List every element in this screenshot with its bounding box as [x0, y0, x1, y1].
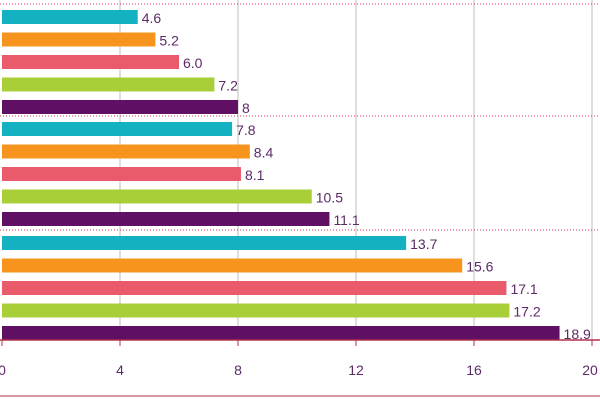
bar-value-labels: 4.6 5.26.0 7.28 7.8 8.4 8.1 10.5 11.1 13.7 15.6 17… — [142, 10, 591, 342]
x-tick-label-16: 16 — [466, 362, 482, 378]
group-separators — [0, 3, 600, 231]
value-label-g1-4: 7.2 — [218, 78, 238, 94]
value-label-g3-2: 15.6 — [466, 259, 493, 275]
bar-g2-3 — [2, 167, 241, 181]
bar-g1-4 — [2, 77, 215, 92]
bar-g2-4 — [2, 189, 312, 204]
value-label-g3-5: 18.9 — [564, 326, 591, 342]
bar-g3-1 — [2, 236, 407, 250]
value-label-g2-3: 8.1 — [245, 167, 265, 183]
value-label-g1-2: 5.2 — [159, 33, 179, 49]
bar-g2-5 — [2, 212, 330, 226]
value-label-g1-1: 4.6 — [142, 10, 162, 26]
bar-g1-2 — [2, 32, 156, 47]
bars — [2, 10, 560, 340]
bar-g1-1 — [2, 10, 138, 24]
value-label-g3-4: 17.2 — [513, 304, 540, 320]
bar-g1-3 — [2, 55, 179, 69]
value-label-g2-1: 7.8 — [236, 122, 256, 138]
x-tick-label-12: 12 — [348, 362, 364, 378]
x-tick-label-0: 0 — [0, 362, 6, 378]
bar-g3-2 — [2, 258, 463, 273]
value-label-g2-4: 10.5 — [316, 190, 343, 206]
value-label-g1-5: 8 — [242, 100, 250, 116]
x-tick-label-20: 20 — [582, 362, 598, 378]
bar-g3-5 — [2, 326, 560, 340]
x-tick-label-8: 8 — [234, 362, 242, 378]
x-axis: 0 4 8 12 16 20 — [0, 339, 600, 397]
value-label-g2-5: 11.1 — [333, 212, 359, 228]
bar-g2-1 — [2, 122, 233, 136]
bar-g3-3 — [2, 281, 507, 295]
value-label-g1-3: 6.0 — [183, 55, 203, 71]
value-label-g3-1: 13.7 — [410, 236, 437, 252]
bar-g3-4 — [2, 303, 510, 318]
value-label-g3-3: 17.1 — [510, 281, 537, 297]
bar-g2-2 — [2, 144, 250, 159]
bar-g1-5 — [2, 100, 238, 114]
x-tick-label-4: 4 — [116, 362, 124, 378]
value-label-g2-2: 8.4 — [254, 145, 274, 161]
